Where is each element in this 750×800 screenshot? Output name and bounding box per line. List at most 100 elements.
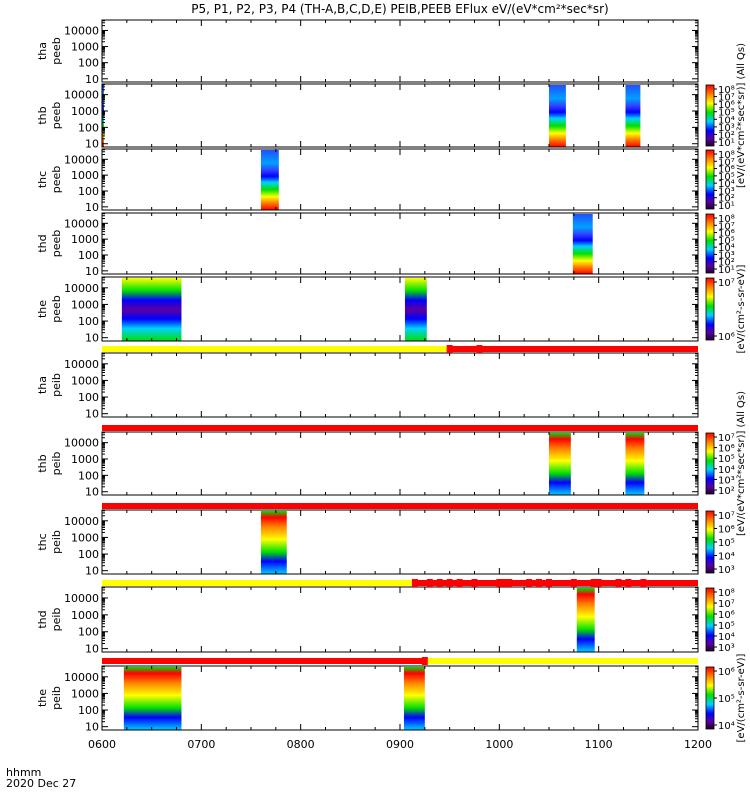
panel-frame bbox=[101, 276, 699, 342]
colorbar-tick-label: 10⁴ bbox=[718, 465, 735, 476]
colorbar-tick-label: 10⁵ bbox=[718, 538, 735, 549]
y-tick-label: 10000 bbox=[64, 217, 99, 230]
colorbar-tick-label: 10⁵ bbox=[718, 236, 735, 247]
status-marker bbox=[411, 579, 418, 587]
spectrogram-block bbox=[123, 667, 182, 730]
colorbar-tick-label: 10³ bbox=[718, 565, 735, 576]
colorbar-tick-label: 10³ bbox=[718, 643, 735, 654]
spectrogram-block bbox=[403, 667, 425, 730]
status-marker bbox=[421, 657, 428, 665]
panel-label-instrument: peib bbox=[50, 530, 63, 554]
panel-frame bbox=[101, 83, 699, 148]
spectrogram-block bbox=[404, 278, 427, 341]
status-bar-thb-peib bbox=[102, 503, 698, 509]
spectrogram-block bbox=[260, 511, 287, 574]
x-tick-label: 1000 bbox=[485, 738, 513, 751]
colorbar-tick-label: 10³ bbox=[718, 123, 735, 134]
status-marker bbox=[426, 579, 433, 587]
panel-label-instrument: peib bbox=[50, 373, 63, 397]
colorbar-tick-label: 10⁵ bbox=[718, 108, 735, 119]
spectrogram-block bbox=[549, 433, 571, 495]
spectrogram-block bbox=[572, 214, 593, 274]
status-segment bbox=[449, 346, 698, 352]
panel-frame bbox=[101, 148, 699, 211]
status-marker bbox=[456, 579, 463, 587]
panel-frame bbox=[101, 665, 699, 731]
spectrogram-block bbox=[625, 433, 645, 495]
panel-frame bbox=[101, 431, 699, 496]
colorbar-tick-label: 10⁷ bbox=[718, 157, 735, 168]
status-marker bbox=[640, 579, 647, 587]
colorbar-tick-label: 10⁷ bbox=[718, 221, 735, 232]
colorbar-label: [eV/(eV*cm²*sec*sr)] (All Qs) bbox=[736, 43, 747, 188]
panel-label-instrument: peeb bbox=[50, 37, 63, 65]
colorbar-tick-label: 10¹ bbox=[718, 138, 735, 149]
colorbar bbox=[705, 432, 715, 495]
colorbar bbox=[705, 277, 715, 341]
panel-label-probe: tha bbox=[36, 42, 49, 60]
spectrogram-block bbox=[549, 85, 566, 147]
status-marker bbox=[446, 345, 453, 353]
colorbar-tick-label: 10⁵ bbox=[718, 621, 735, 632]
colorbar bbox=[705, 84, 715, 147]
x-tick-label: 0800 bbox=[287, 738, 315, 751]
status-marker bbox=[615, 579, 622, 587]
colorbar-tick-label: 10⁴ bbox=[718, 721, 735, 732]
status-segment bbox=[102, 503, 698, 509]
status-marker bbox=[471, 579, 478, 587]
panel-label-probe: thd bbox=[36, 610, 49, 628]
x-tick-label: 1100 bbox=[585, 738, 613, 751]
y-tick-label: 100 bbox=[78, 626, 99, 639]
colorbar bbox=[705, 149, 715, 210]
panel-label-instrument: peib bbox=[50, 608, 63, 632]
colorbar-tick-label: 10⁷ bbox=[718, 93, 735, 104]
panel-the-peeb: 10000 1000 100 10 the peeb 10⁷ 10⁶ [eV/(cm²-s-sr… bbox=[36, 264, 747, 353]
y-tick-label: 1000 bbox=[71, 531, 99, 544]
colorbar-tick-label: 10⁵ bbox=[718, 172, 735, 183]
colorbar bbox=[705, 587, 715, 652]
panel-label-probe: thc bbox=[36, 171, 49, 188]
y-tick-label: 1000 bbox=[71, 374, 99, 387]
colorbar-tick-label: 10² bbox=[718, 130, 735, 141]
panel-label-probe: thd bbox=[36, 234, 49, 252]
colorbar-label: [eV/(eV*cm²*sec*sr)] (All Qs) bbox=[736, 391, 747, 536]
status-marker bbox=[536, 579, 543, 587]
status-marker bbox=[590, 579, 597, 587]
colorbar-tick-label: 10⁷ bbox=[718, 433, 735, 444]
y-tick-label: 100 bbox=[78, 249, 99, 262]
panel-label-probe: the bbox=[36, 300, 49, 318]
colorbar bbox=[705, 510, 715, 574]
colorbar-tick-label: 10¹ bbox=[718, 201, 735, 212]
panel-label-probe: thb bbox=[36, 106, 49, 124]
colorbar-tick-label: 10⁶ bbox=[718, 444, 735, 455]
colorbar-tick-label: 10⁶ bbox=[718, 165, 735, 176]
panel-label-probe: the bbox=[36, 689, 49, 707]
panel-label-instrument: peeb bbox=[50, 102, 63, 130]
x-axis-date-label: 2020 Dec 27 bbox=[6, 777, 77, 790]
y-tick-label: 10000 bbox=[64, 358, 99, 371]
colorbar-tick-label: 10⁶ bbox=[718, 332, 735, 343]
colorbar-tick-label: 10² bbox=[718, 486, 735, 497]
y-tick-label: 100 bbox=[78, 548, 99, 561]
y-tick-label: 100 bbox=[78, 391, 99, 404]
y-tick-label: 10 bbox=[85, 201, 99, 214]
panel-label-instrument: peib bbox=[50, 686, 63, 710]
colorbar-tick-label: 10⁵ bbox=[718, 694, 735, 705]
colorbar-tick-label: 10⁸ bbox=[718, 85, 735, 96]
colorbar-tick-label: 10⁶ bbox=[718, 610, 735, 621]
colorbar-tick-label: 10⁸ bbox=[718, 214, 735, 225]
status-marker bbox=[446, 579, 453, 587]
spectrogram-block bbox=[121, 278, 182, 341]
status-marker bbox=[546, 579, 552, 587]
y-tick-label: 10000 bbox=[64, 437, 99, 450]
x-tick-label: 0900 bbox=[386, 738, 414, 751]
y-tick-label: 100 bbox=[78, 57, 99, 70]
panel-label-probe: thc bbox=[36, 533, 49, 550]
colorbar-tick-label: 10² bbox=[718, 258, 735, 269]
